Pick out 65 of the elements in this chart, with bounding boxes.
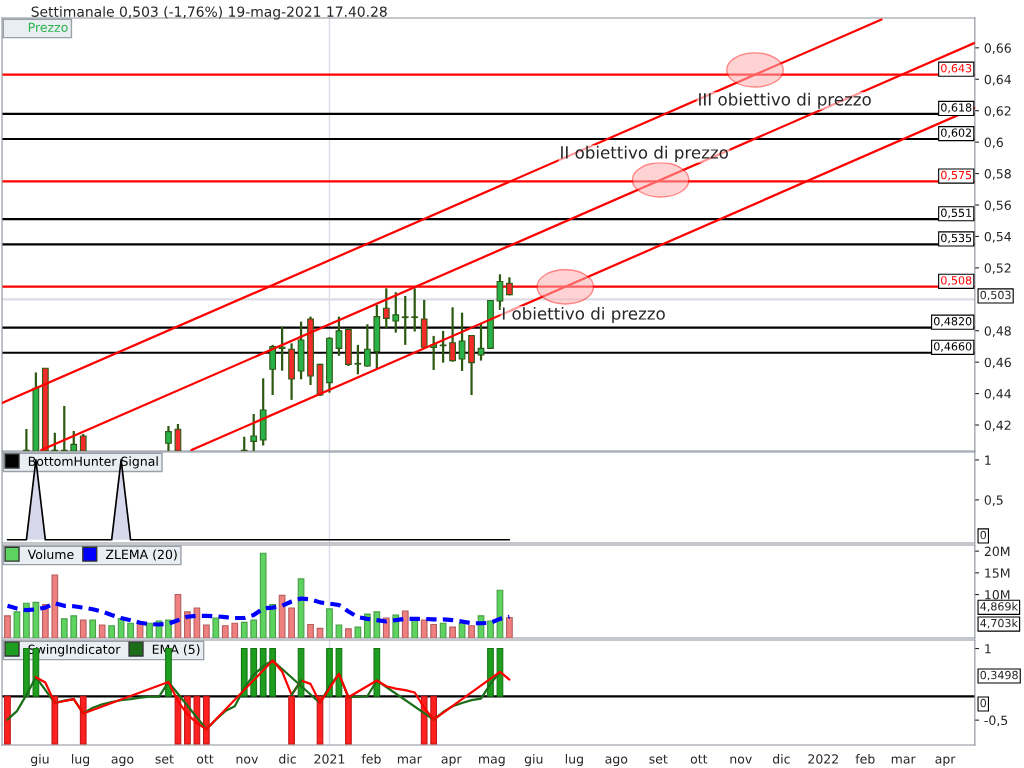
y-tick-label: -0,5 — [984, 715, 1008, 727]
x-tick-label: 2021 — [314, 754, 345, 764]
x-tick-label: set — [649, 754, 668, 764]
legend-label: Volume — [27, 549, 74, 560]
y-tick-label: 0,58 — [984, 169, 1011, 180]
text: 0 — [980, 530, 987, 540]
y-tick-label: 1 — [985, 455, 991, 465]
x-tick-label: ott — [690, 754, 708, 764]
text: 0 — [980, 698, 987, 708]
y-tick-label: 10M — [985, 590, 1010, 600]
text: Prezzo — [28, 22, 68, 33]
x-tick-label: nov — [730, 756, 752, 764]
ref-line-label: 0,551 — [941, 208, 972, 219]
y-tick-label: 0,52 — [984, 263, 1011, 275]
y-tick-label: 0,42 — [984, 420, 1011, 432]
x-tick-label: mar — [397, 756, 422, 764]
x-tick-label: dic — [772, 753, 790, 764]
annotation: I obiettivo di prezzo — [502, 306, 665, 324]
legend-label: ZLEMA (20) — [105, 549, 177, 561]
y-tick-label: 20M — [984, 546, 1010, 557]
y-tick-label: 0,56 — [984, 200, 1011, 212]
annotation: III obiettivo di prezzo — [699, 92, 871, 109]
ref-line-label: 0,4660 — [934, 342, 972, 352]
x-tick-label: mag — [479, 756, 505, 767]
x-tick-label: apr — [441, 756, 462, 767]
x-tick-label: 2022 — [808, 754, 838, 764]
text: 0,3498 — [980, 670, 1018, 681]
ref-line-label: 0,618 — [941, 103, 972, 113]
y-tick-label: 0,48 — [984, 326, 1011, 337]
ref-line-label: 0,535 — [941, 233, 972, 244]
y-tick-label: 15M — [985, 568, 1010, 578]
y-tick-label: 0,6 — [984, 137, 1003, 149]
x-tick-label: dic — [279, 753, 296, 764]
x-tick-label: apr — [935, 756, 956, 767]
x-tick-label: giu — [524, 753, 543, 767]
text: 4,703k — [980, 618, 1018, 629]
x-tick-label: ago — [605, 756, 628, 767]
y-tick-label: 0,62 — [984, 106, 1011, 117]
ref-line-label: 0,575 — [941, 170, 972, 181]
x-tick-label: lug — [565, 753, 583, 767]
chart-title: Settimanale 0,503 (-1,76%) 19-mag-2021 17.40.28 — [31, 6, 387, 20]
text: 0,503 — [980, 290, 1011, 301]
ref-line-label: 0,508 — [941, 276, 972, 286]
legend-label: SwingIndicator — [28, 644, 121, 657]
x-tick-label: ago — [111, 756, 134, 767]
ref-line-label: 0,643 — [941, 63, 972, 74]
x-tick-label: lug — [72, 753, 90, 767]
annotation: II obiettivo di prezzo — [561, 145, 728, 162]
ref-line-label: 0,4820 — [934, 317, 972, 327]
x-tick-label: feb — [855, 753, 875, 764]
x-tick-label: nov — [236, 756, 259, 764]
x-tick-label: giu — [30, 753, 49, 767]
y-tick-label: 0,54 — [984, 231, 1012, 243]
x-tick-label: set — [155, 754, 174, 764]
x-tick-label: feb — [361, 753, 381, 764]
ref-line-label: 0,602 — [941, 128, 972, 138]
y-tick-label: 0,44 — [984, 389, 1012, 400]
text: 4,869k — [980, 601, 1018, 612]
y-tick-label: 1 — [985, 644, 991, 654]
x-tick-label: mar — [891, 756, 916, 764]
y-tick-label: 0,64 — [984, 74, 1012, 86]
x-tick-label: ott — [196, 754, 214, 764]
y-tick-label: 0,46 — [984, 357, 1011, 369]
y-tick-label: 0,66 — [984, 43, 1011, 55]
y-tick-label: 0,5 — [984, 495, 1003, 507]
